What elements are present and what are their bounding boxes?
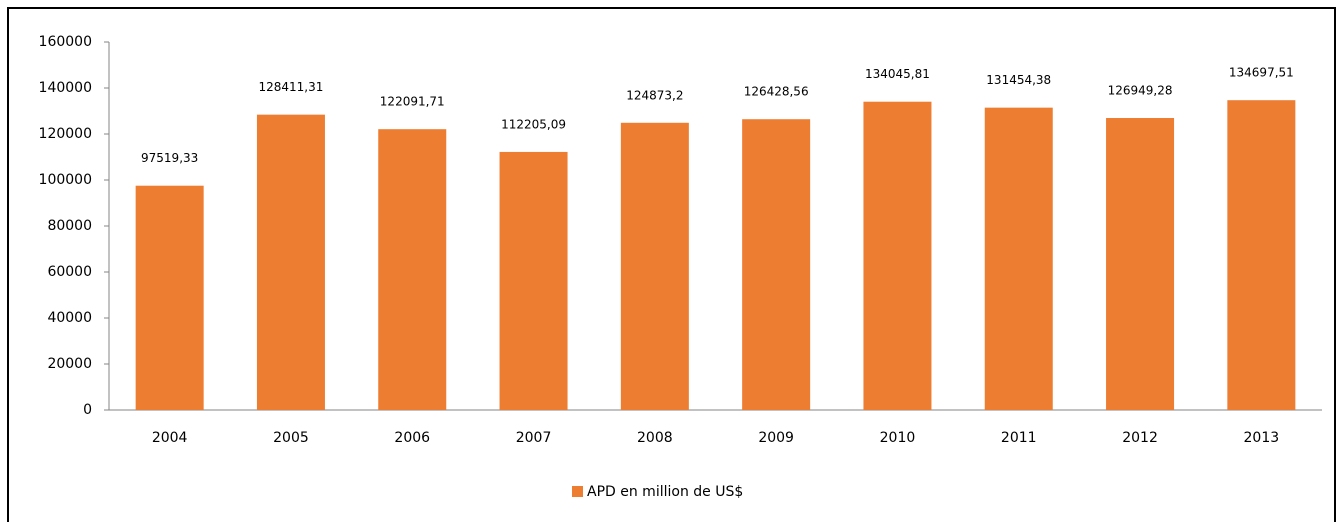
bar [1106,118,1175,410]
value-label: 122091,71 [380,95,445,109]
value-label: 131454,38 [986,73,1051,87]
y-tick-label: 80000 [47,218,92,234]
x-tick-label: 2009 [758,430,794,446]
value-label: 124873,2 [626,88,683,102]
x-tick-label: 2008 [637,430,673,446]
x-tick-label: 2006 [394,430,430,446]
value-label: 128411,31 [258,80,323,94]
bar [742,119,811,411]
value-label: 126428,56 [744,85,809,99]
x-tick-label: 2010 [880,430,916,446]
y-tick-label: 120000 [39,126,92,142]
x-tick-label: 2011 [1001,430,1037,446]
chart-frame [7,7,1336,522]
bar [135,185,204,410]
x-tick-label: 2013 [1244,430,1280,446]
bar [1227,100,1296,410]
x-tick-label: 2005 [273,430,309,446]
bar [499,151,568,411]
x-tick-label: 2007 [516,430,552,446]
legend-label: APD en million de US$ [587,484,743,500]
y-tick-label: 160000 [39,34,92,50]
value-label: 134697,51 [1229,66,1294,80]
y-tick-label: 60000 [47,264,92,280]
bar [378,129,447,410]
bar [984,107,1053,411]
x-tick-label: 2004 [152,430,188,446]
value-label: 134045,81 [865,67,930,81]
y-tick-label: 140000 [39,80,92,96]
x-tick-label: 2012 [1122,430,1158,446]
y-tick-label: 40000 [47,310,92,326]
y-tick-label: 0 [83,402,92,418]
value-label: 126949,28 [1108,84,1173,98]
bar [863,101,932,410]
bar [256,114,325,410]
y-tick-label: 100000 [39,172,92,188]
value-label: 112205,09 [501,117,566,131]
y-tick-label: 20000 [47,356,92,372]
legend-swatch [572,486,583,497]
bar [620,122,689,411]
value-label: 97519,33 [141,151,198,165]
